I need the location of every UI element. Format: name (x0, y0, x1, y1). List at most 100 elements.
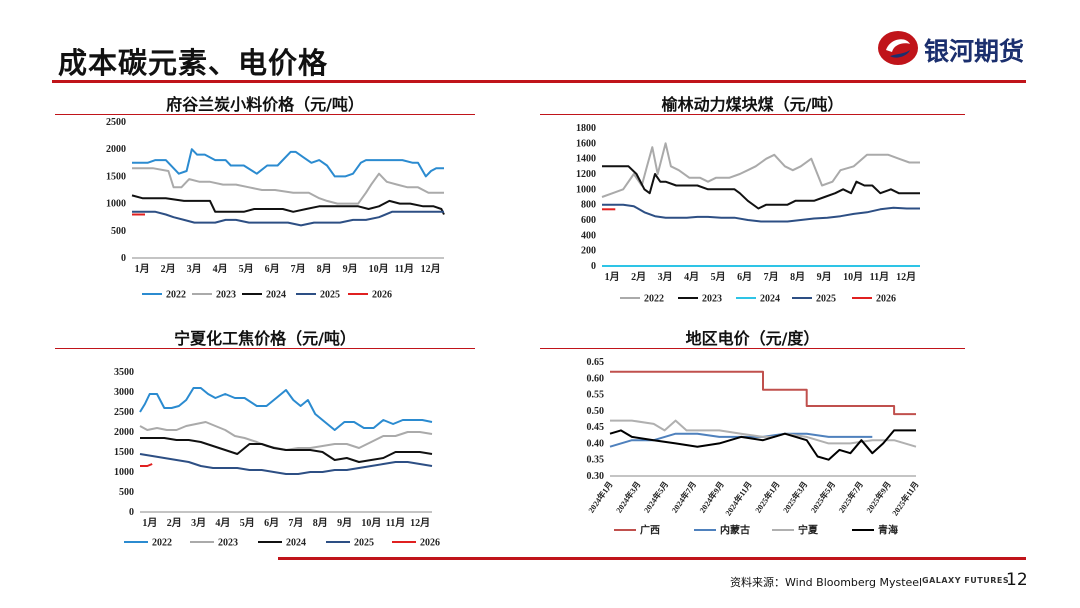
y-tick-label: 0.45 (587, 422, 605, 433)
x-tick-label: 7月 (291, 263, 306, 275)
x-tick-label: 10月 (361, 517, 381, 529)
x-tick-label: 1月 (135, 263, 150, 275)
page-number: 12 (1006, 570, 1028, 590)
slide-title: 成本碳元素、电价格 (58, 46, 329, 80)
y-tick-label: 1000 (576, 184, 596, 195)
legend-label-2025: 2025 (816, 294, 836, 305)
x-tick-label: 9月 (337, 517, 352, 529)
y-tick-label: 2000 (106, 144, 126, 155)
x-tick-label: 10月 (369, 263, 389, 275)
y-tick-label: 1000 (114, 467, 134, 478)
legend-label-内蒙古: 内蒙古 (720, 524, 750, 537)
legend-label-2022: 2022 (152, 538, 172, 549)
x-tick-label: 6月 (265, 263, 280, 275)
y-tick-label: 0 (591, 261, 596, 272)
y-tick-label: 1500 (106, 171, 126, 182)
chart-title-rule (540, 348, 965, 349)
legend-label-2022: 2022 (166, 290, 186, 301)
logo-text: 银河期货 (924, 37, 1025, 66)
y-tick-label: 0.60 (587, 373, 605, 384)
x-tick-label: 2025年7月 (836, 479, 865, 514)
series-line-内蒙古 (609, 432, 873, 448)
y-tick-label: 1200 (576, 169, 596, 180)
legend-label-2023: 2023 (216, 290, 236, 301)
legend-label-2026: 2026 (372, 290, 392, 301)
series-line-2025 (602, 203, 920, 223)
legend-label-2023: 2023 (218, 538, 238, 549)
x-tick-label: 2月 (631, 271, 646, 283)
legend-label-2025: 2025 (354, 538, 374, 549)
chart-title-rule (55, 348, 475, 349)
x-tick-label: 11月 (386, 517, 405, 529)
series-line-2024 (131, 194, 445, 215)
y-tick-label: 1500 (114, 447, 134, 458)
galaxy-futures-logo: 银河期货 (876, 28, 1036, 68)
chart-title-rule (540, 114, 965, 115)
chart-title-ningxia-coke: 宁夏化工焦价格（元/吨） (174, 329, 356, 348)
y-tick-label: 1000 (106, 199, 126, 210)
chart-title-rule (55, 114, 475, 115)
series-line-2022 (601, 142, 920, 198)
series-line-2022 (139, 387, 433, 431)
y-tick-label: 1800 (576, 123, 596, 134)
x-tick-label: 2025年5月 (808, 479, 837, 514)
x-tick-label: 9月 (817, 271, 832, 283)
y-tick-label: 0.55 (587, 390, 605, 401)
x-tick-label: 7月 (288, 517, 303, 529)
chart-ningxia-coke: 0 500 1000 1500 2000 2500 3000 3500 1月 2月 3月 4月 5月 6月… (114, 367, 440, 549)
y-tick-label: 0.40 (587, 438, 605, 449)
x-tick-label: 10月 (843, 271, 863, 283)
x-tick-label: 2025年1月 (753, 479, 782, 514)
legend-label-广西: 广西 (640, 524, 660, 537)
series-line-2022 (132, 148, 444, 178)
y-tick-label: 1400 (576, 154, 596, 165)
galaxy-logo-icon (878, 31, 918, 65)
x-tick-label: 2月 (161, 263, 176, 275)
y-tick-label: 2000 (114, 427, 134, 438)
y-tick-label: 2500 (114, 407, 134, 418)
y-tick-label: 3500 (114, 367, 134, 378)
x-tick-label: 4月 (684, 271, 699, 283)
legend-label-青海: 青海 (878, 524, 898, 537)
x-tick-label: 7月 (764, 271, 779, 283)
chart-fugu: 0 500 1000 1500 2000 2500 1月 2月 3月 4月 5月 6月 7月 8月 9月 10… (106, 117, 445, 301)
x-tick-label: 6月 (264, 517, 279, 529)
y-tick-label: 600 (581, 215, 596, 226)
legend-label-2024: 2024 (286, 538, 306, 549)
legend-label-宁夏: 宁夏 (798, 524, 819, 537)
y-tick-label: 0.50 (587, 406, 605, 417)
x-tick-label: 2024年9月 (697, 479, 726, 514)
y-tick-label: 0.30 (587, 471, 605, 482)
x-tick-label: 12月 (410, 517, 430, 529)
y-tick-label: 800 (581, 200, 596, 211)
x-tick-label: 1月 (605, 271, 620, 283)
y-tick-label: 0.65 (587, 357, 605, 368)
y-tick-label: 200 (581, 246, 596, 257)
legend-label-2025: 2025 (320, 290, 340, 301)
x-tick-label: 8月 (313, 517, 328, 529)
x-tick-label: 3月 (191, 517, 206, 529)
y-tick-label: 500 (111, 226, 126, 237)
series-line-2024 (140, 437, 433, 463)
legend-label-2023: 2023 (702, 294, 722, 305)
x-tick-label: 12月 (896, 271, 916, 283)
y-tick-label: 500 (119, 487, 134, 498)
y-tick-label: 0.35 (587, 455, 605, 466)
x-tick-label: 6月 (737, 271, 752, 283)
y-tick-label: 3000 (114, 387, 134, 398)
legend-label-2022: 2022 (644, 294, 664, 305)
x-tick-label: 2024年7月 (669, 479, 698, 514)
footer-rule (278, 557, 1026, 560)
x-tick-label: 8月 (790, 271, 805, 283)
x-tick-label: 1月 (142, 517, 157, 529)
x-tick-label: 2024年3月 (614, 479, 643, 514)
legend-label-2024: 2024 (760, 294, 780, 305)
series-line-2025 (139, 453, 433, 475)
chart-yulin: 0 200 400 600 800 1000 1200 1400 1600 1800 1月 2月 3月 4… (576, 123, 920, 305)
x-tick-label: 2月 (167, 517, 182, 529)
y-tick-label: 400 (581, 230, 596, 241)
chart-title-regional-power: 地区电价（元/度） (685, 329, 820, 348)
x-tick-label: 12月 (421, 263, 441, 275)
series-line-2025 (132, 210, 444, 227)
